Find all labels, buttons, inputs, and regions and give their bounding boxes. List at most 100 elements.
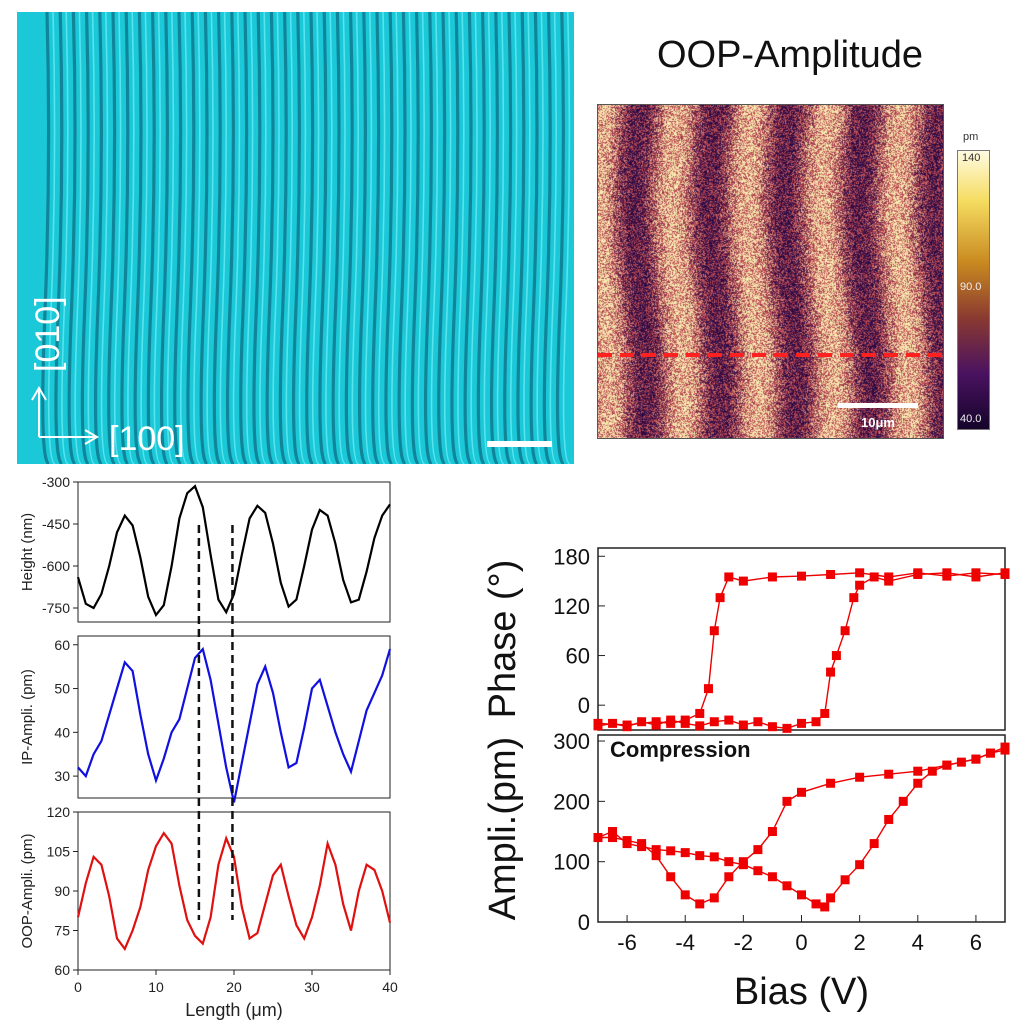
y-axis-label: Phase (°) <box>482 560 524 719</box>
stripe-light <box>127 12 135 464</box>
data-point <box>608 827 618 837</box>
stripe-dark <box>252 12 262 464</box>
data-point <box>831 651 841 661</box>
y-tick-label: 180 <box>553 544 590 569</box>
y-tick-label: 0 <box>578 910 590 935</box>
optical-micrograph: [010] [100] <box>17 12 574 464</box>
stripe-dark <box>67 12 77 464</box>
data-point <box>695 721 705 731</box>
x-tick-label: 10 <box>148 979 164 995</box>
stripe-dark <box>146 12 156 464</box>
colorbar <box>957 150 990 430</box>
y-tick-label: 50 <box>54 681 70 697</box>
data-point <box>753 717 763 727</box>
stripe-light <box>153 12 162 464</box>
stripe-light <box>113 12 122 464</box>
data-point <box>849 593 859 603</box>
stripe-dark <box>437 12 447 464</box>
stripe-light <box>377 12 386 464</box>
data-point <box>651 717 661 727</box>
stripe-dark <box>120 12 130 464</box>
stripe-dark <box>54 12 64 464</box>
stripe-dark <box>265 12 275 464</box>
stripe-light <box>351 12 360 464</box>
stripe-dark <box>371 12 381 464</box>
stripe-dark <box>291 12 301 464</box>
stripe-dark <box>344 12 354 464</box>
stripe-dark <box>212 12 222 464</box>
stripe-dark <box>357 12 367 464</box>
data-point <box>927 766 937 776</box>
amplitude-canvas <box>598 105 943 438</box>
data-point <box>715 593 725 603</box>
stripe-light <box>404 12 412 464</box>
data-point <box>680 848 690 858</box>
y-axis-label: Height (nm) <box>19 513 36 591</box>
y-tick-label: -300 <box>42 474 70 490</box>
y-tick-label: 60 <box>54 962 70 978</box>
data-point <box>767 722 777 732</box>
x-tick-label: -4 <box>675 930 695 955</box>
stripe-dark <box>159 12 169 464</box>
data-point <box>695 899 705 909</box>
stripe-dark <box>318 12 328 464</box>
colorbar-mid: 90.0 <box>960 281 982 293</box>
y-tick-label: 0 <box>578 693 590 718</box>
panel-frame <box>597 547 1006 731</box>
data-point <box>869 839 879 849</box>
data-point <box>797 571 806 581</box>
panel-frame <box>77 635 391 799</box>
data-point <box>709 626 719 636</box>
x-tick-label: 2 <box>854 930 866 955</box>
data-point <box>840 875 850 885</box>
y-tick-label: 200 <box>553 789 590 814</box>
x-tick-label: 0 <box>795 930 807 955</box>
hysteresis-branch <box>598 746 1006 905</box>
data-point <box>797 787 806 797</box>
stripe-light <box>166 12 175 464</box>
data-point <box>767 827 777 837</box>
series-line <box>76 831 392 952</box>
stripe-dark <box>463 12 473 464</box>
oop-amplitude-map: 10μm <box>597 104 944 439</box>
x-axis-label: Length (μm) <box>185 1000 282 1020</box>
annotation-label: Compression <box>610 737 751 762</box>
y-tick-label: 60 <box>54 637 70 653</box>
data-point <box>797 890 806 900</box>
data-point <box>695 708 705 718</box>
x-tick-label: 6 <box>970 930 982 955</box>
data-point <box>695 851 705 861</box>
stripe-light <box>219 12 228 464</box>
data-point <box>622 836 632 846</box>
data-point <box>651 851 661 861</box>
data-point <box>709 893 719 903</box>
map-scale-label: 10μm <box>861 415 895 430</box>
x-tick-label: 40 <box>382 979 398 995</box>
stripe-light <box>232 12 241 464</box>
stripe-dark <box>278 12 288 464</box>
stripe-dark <box>173 12 183 464</box>
stripe-light <box>470 12 478 464</box>
data-point <box>913 568 923 578</box>
stripe-light <box>483 12 492 464</box>
data-point <box>811 899 821 909</box>
series-line <box>77 646 392 803</box>
x-tick-label: 0 <box>74 979 82 995</box>
colorbar-max: 140 <box>962 152 981 164</box>
stripe-light <box>206 12 214 464</box>
colorbar-unit: pm <box>963 131 979 143</box>
data-point <box>593 718 603 728</box>
stripe-dark <box>305 12 315 464</box>
data-point <box>767 872 777 882</box>
y-axis-label: Ampli.(pm) <box>482 737 524 921</box>
stripe-dark <box>41 12 51 464</box>
data-point <box>622 720 632 730</box>
data-point <box>724 857 734 867</box>
data-point <box>666 718 676 728</box>
data-point <box>820 708 830 718</box>
x-axis-label: Bias (V) <box>734 971 869 1013</box>
data-point <box>767 572 777 582</box>
y-axis-label: IP-Ampli. (pm) <box>19 669 36 765</box>
y-tick-label: -450 <box>42 516 70 532</box>
